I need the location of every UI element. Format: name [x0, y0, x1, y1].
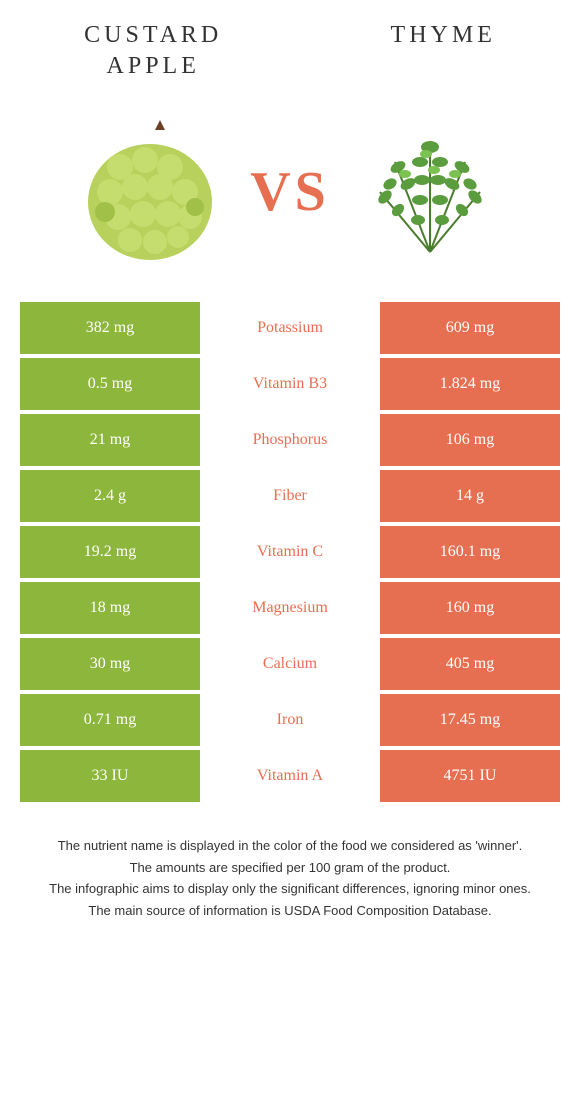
header: CUSTARD APPLE THYME: [0, 0, 580, 92]
thyme-image: [350, 112, 510, 272]
footer-line-2: The amounts are specified per 100 gram o…: [20, 858, 560, 878]
nutrient-name: Iron: [200, 694, 380, 746]
table-row: 18 mgMagnesium160 mg: [20, 582, 560, 638]
left-value: 18 mg: [20, 582, 200, 634]
nutrient-name: Fiber: [200, 470, 380, 522]
left-value: 0.5 mg: [20, 358, 200, 410]
right-value: 17.45 mg: [380, 694, 560, 746]
right-value: 609 mg: [380, 302, 560, 354]
right-value: 160.1 mg: [380, 526, 560, 578]
right-value: 405 mg: [380, 638, 560, 690]
right-value: 160 mg: [380, 582, 560, 634]
right-value: 4751 IU: [380, 750, 560, 802]
left-value: 21 mg: [20, 414, 200, 466]
left-value: 33 IU: [20, 750, 200, 802]
nutrient-name: Vitamin C: [200, 526, 380, 578]
table-row: 2.4 gFiber14 g: [20, 470, 560, 526]
custard-apple-image: [70, 112, 230, 272]
table-row: 382 mgPotassium609 mg: [20, 302, 560, 358]
right-value: 1.824 mg: [380, 358, 560, 410]
left-value: 19.2 mg: [20, 526, 200, 578]
table-row: 33 IUVitamin A4751 IU: [20, 750, 560, 806]
nutrient-name: Phosphorus: [200, 414, 380, 466]
left-food-title: CUSTARD APPLE: [84, 20, 222, 82]
nutrient-name: Vitamin B3: [200, 358, 380, 410]
nutrient-name: Magnesium: [200, 582, 380, 634]
left-value: 2.4 g: [20, 470, 200, 522]
table-row: 21 mgPhosphorus106 mg: [20, 414, 560, 470]
left-value: 382 mg: [20, 302, 200, 354]
right-value: 106 mg: [380, 414, 560, 466]
table-row: 19.2 mgVitamin C160.1 mg: [20, 526, 560, 582]
footer-notes: The nutrient name is displayed in the co…: [20, 836, 560, 922]
footer-line-3: The infographic aims to display only the…: [20, 879, 560, 899]
right-value: 14 g: [380, 470, 560, 522]
footer-line-4: The main source of information is USDA F…: [20, 901, 560, 921]
footer-line-1: The nutrient name is displayed in the co…: [20, 836, 560, 856]
left-value: 30 mg: [20, 638, 200, 690]
vs-label: VS: [250, 160, 330, 224]
nutrient-table: 382 mgPotassium609 mg0.5 mgVitamin B31.8…: [20, 302, 560, 806]
table-row: 30 mgCalcium405 mg: [20, 638, 560, 694]
nutrient-name: Potassium: [200, 302, 380, 354]
left-value: 0.71 mg: [20, 694, 200, 746]
nutrient-name: Vitamin A: [200, 750, 380, 802]
table-row: 0.71 mgIron17.45 mg: [20, 694, 560, 750]
vs-row: VS: [0, 92, 580, 302]
nutrient-name: Calcium: [200, 638, 380, 690]
table-row: 0.5 mgVitamin B31.824 mg: [20, 358, 560, 414]
right-food-title: THYME: [391, 20, 496, 82]
